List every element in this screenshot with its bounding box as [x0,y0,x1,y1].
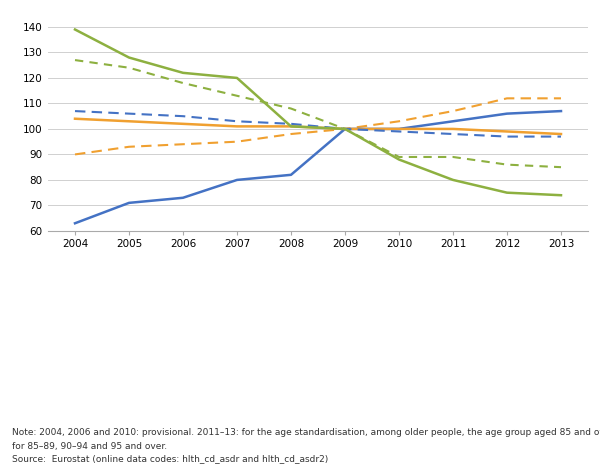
Text: Note: 2004, 2006 and 2010: provisional. 2011–13: for the age standardisation, am: Note: 2004, 2006 and 2010: provisional. … [12,428,600,437]
Text: Source:  Eurostat (online data codes: hlth_cd_asdr and hlth_cd_asdr2): Source: Eurostat (online data codes: hlt… [12,454,328,463]
Text: for 85–89, 90–94 and 95 and over.: for 85–89, 90–94 and 95 and over. [12,442,167,451]
